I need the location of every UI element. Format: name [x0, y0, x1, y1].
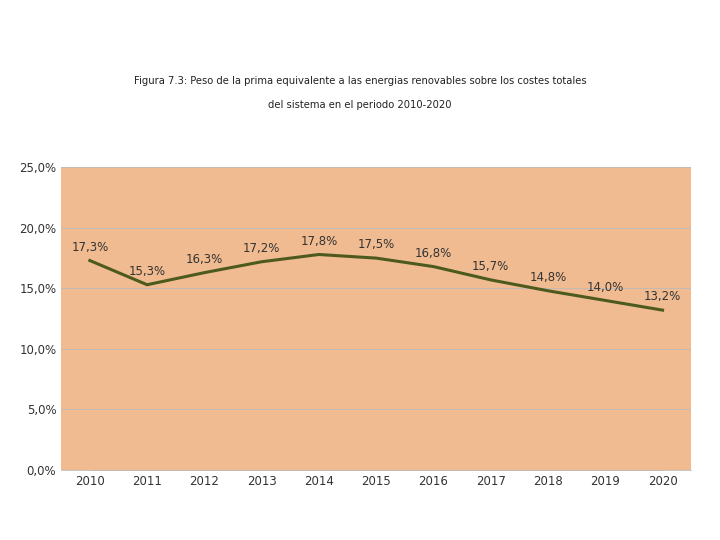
Text: 15,7%: 15,7%	[472, 260, 509, 273]
Text: 17,3%: 17,3%	[71, 241, 109, 254]
Text: 14,8%: 14,8%	[529, 271, 567, 284]
Text: 14,0%: 14,0%	[587, 281, 624, 294]
Text: 13,2%: 13,2%	[644, 291, 681, 303]
Text: Over-cost derived from the subsidies to RES: Over-cost derived from the subsidies to …	[65, 22, 655, 46]
Text: 17,2%: 17,2%	[243, 242, 280, 255]
Text: 15,3%: 15,3%	[129, 265, 166, 278]
Text: 17,5%: 17,5%	[358, 239, 395, 252]
Text: del sistema en el periodo 2010-2020: del sistema en el periodo 2010-2020	[269, 100, 451, 110]
Text: Figura 7.3: Peso de la prima equivalente a las energias renovables sobre los cos: Figura 7.3: Peso de la prima equivalente…	[134, 76, 586, 86]
Text: 16,3%: 16,3%	[186, 253, 223, 266]
Text: 17,8%: 17,8%	[300, 235, 338, 248]
Text: 16,8%: 16,8%	[415, 247, 452, 260]
